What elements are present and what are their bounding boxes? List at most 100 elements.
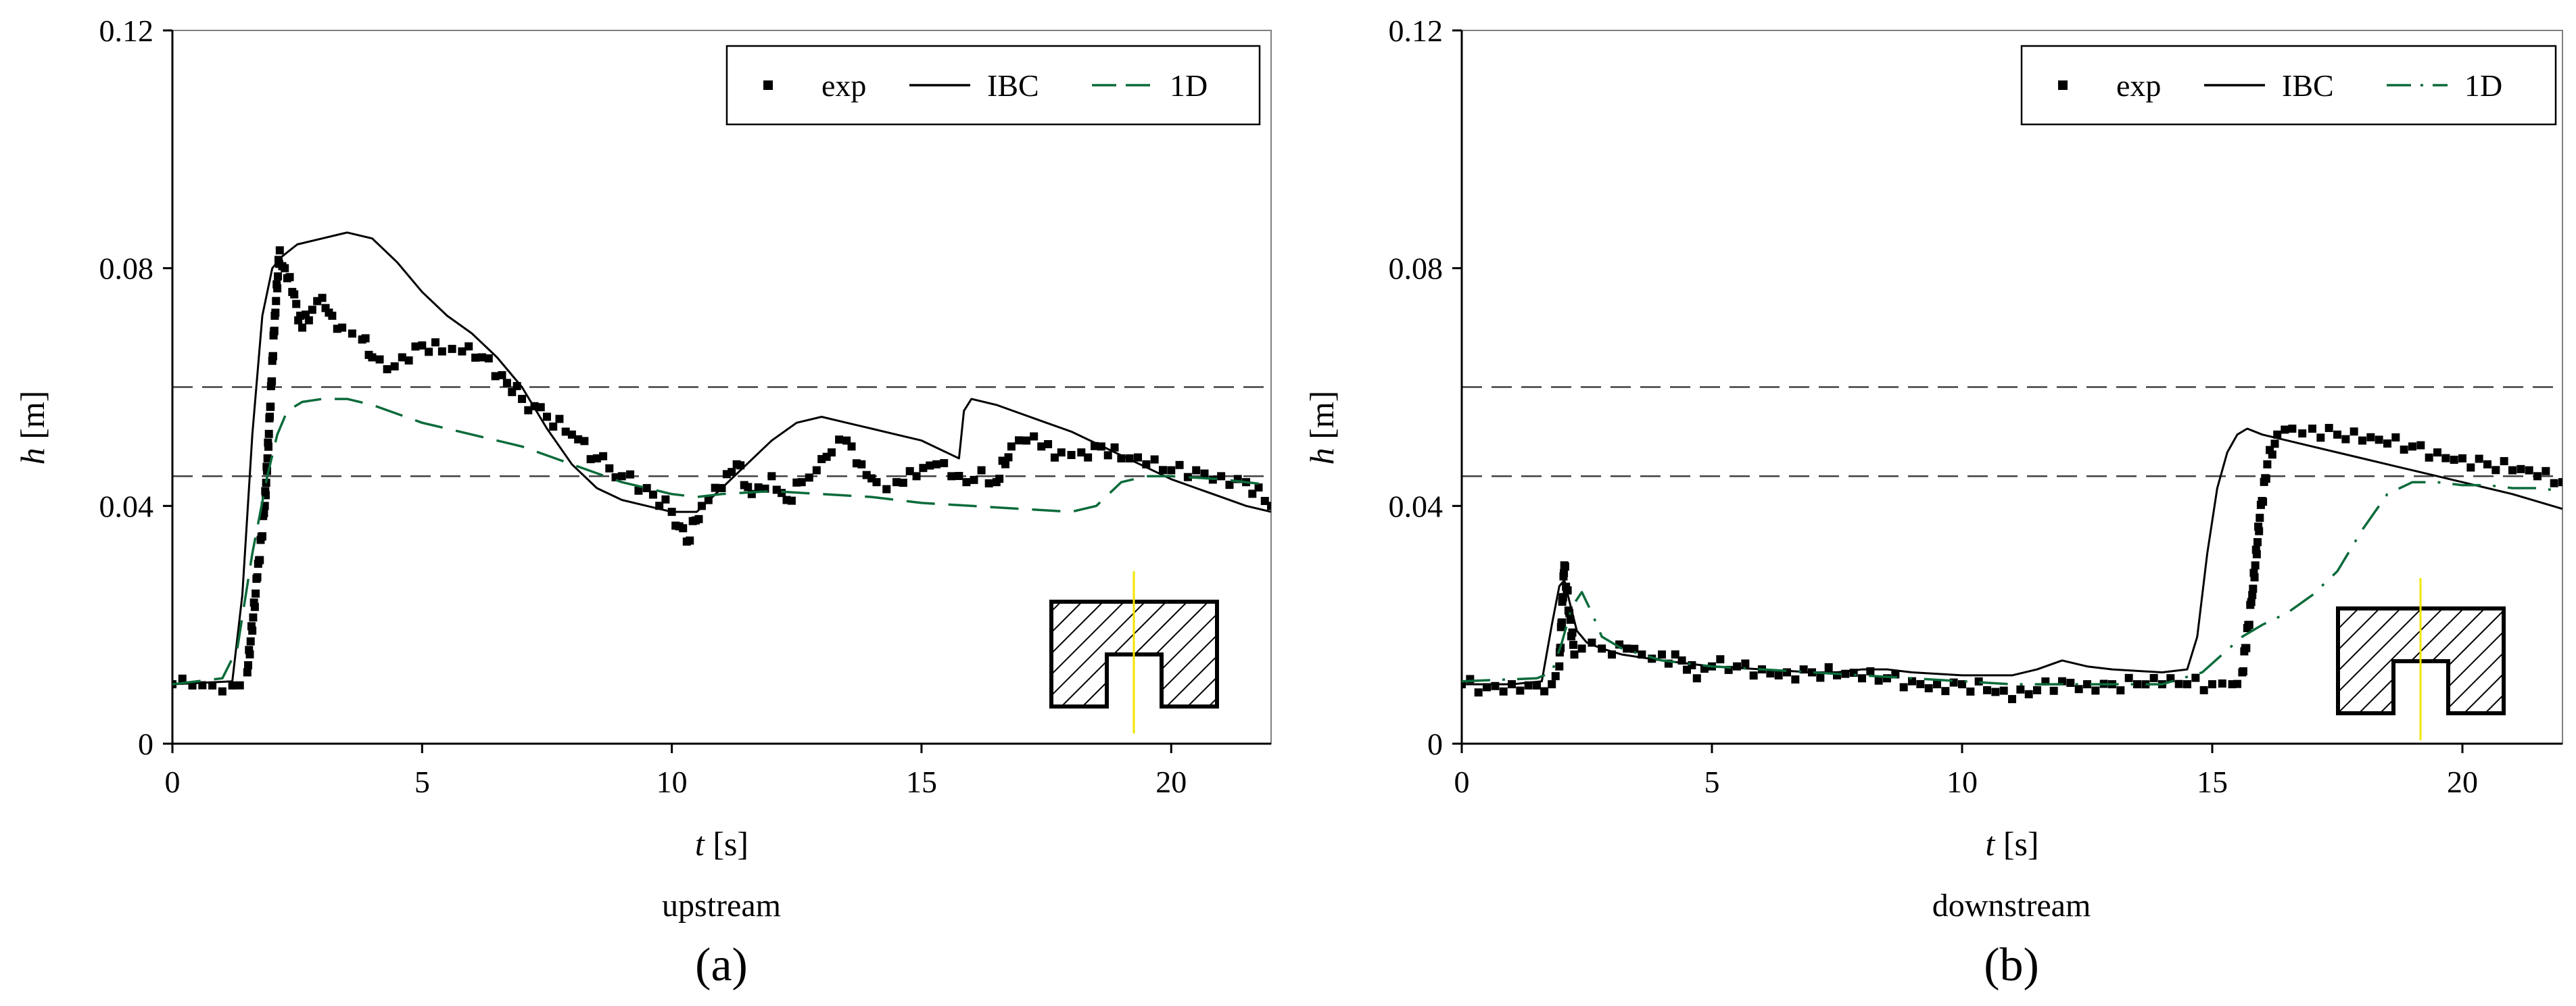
exp-point: [418, 341, 427, 350]
y-axis-label: h [m]: [14, 391, 51, 465]
exp-point: [542, 412, 551, 421]
exp-point: [1183, 473, 1192, 481]
exp-point: [2141, 680, 2150, 689]
exp-point: [1533, 681, 1541, 690]
exp-point: [549, 422, 558, 431]
exp-point: [1999, 686, 2008, 695]
exp-point: [1791, 675, 1800, 684]
exp-point: [218, 687, 226, 696]
exp-point: [252, 589, 260, 598]
exp-point: [2249, 584, 2258, 593]
exp-point: [1540, 687, 1549, 696]
y-axis-label: h [m]: [1303, 391, 1341, 465]
exp-point: [1499, 687, 1508, 696]
legend-label-ibc: IBC: [2282, 68, 2334, 103]
exp-point: [892, 478, 901, 487]
exp-point: [561, 427, 570, 436]
exp-point: [228, 681, 237, 690]
exp-point: [272, 297, 281, 306]
exp-point: [2083, 680, 2091, 689]
exp-point: [256, 556, 264, 565]
exp-point: [2508, 466, 2517, 475]
exp-point: [2208, 680, 2216, 689]
exp-point: [2558, 478, 2562, 487]
exp-point: [1558, 618, 1566, 627]
exp-point: [248, 626, 257, 635]
exp-point: [1217, 472, 1226, 481]
exp-point: [274, 272, 283, 281]
exp-point: [2542, 466, 2550, 475]
exp-point: [947, 472, 956, 481]
exp-point: [1050, 453, 1059, 462]
exp-point: [754, 483, 763, 492]
legend-label-ibc: IBC: [987, 68, 1039, 103]
exp-point: [642, 483, 651, 492]
exp-point: [1167, 466, 1176, 475]
exp-point: [235, 681, 244, 690]
series-ibc-line: [172, 231, 1271, 686]
exp-point: [1568, 628, 1577, 637]
exp-point: [1569, 640, 1578, 649]
exp-point: [1004, 453, 1013, 462]
exp-point: [2116, 686, 2125, 695]
x-axis-label: t [s]: [1985, 825, 2038, 863]
exp-point: [634, 486, 643, 495]
exp-point: [828, 448, 836, 457]
exp-point: [1548, 680, 1556, 689]
y-axis-symbol: h: [14, 448, 51, 464]
exp-point: [1001, 460, 1010, 469]
exp-point: [264, 442, 273, 451]
exp-point: [2255, 527, 2264, 535]
exp-point: [477, 353, 486, 362]
exp-point: [605, 464, 614, 473]
y-tick-label: 0.12: [1389, 14, 1444, 48]
exp-point: [1175, 460, 1184, 469]
exp-point: [661, 495, 670, 504]
exp-point: [2350, 427, 2358, 436]
exp-point: [1983, 686, 1991, 694]
exp-point: [2281, 425, 2289, 434]
exp-point: [648, 490, 657, 499]
exp-point: [2383, 439, 2391, 448]
x-tick-label: 0: [1454, 765, 1470, 799]
exp-point: [2466, 463, 2475, 472]
exp-point: [626, 470, 635, 479]
exp-point: [2252, 550, 2261, 558]
x-tick-label: 20: [1155, 765, 1187, 799]
y-axis-symbol: h: [1303, 448, 1341, 464]
exp-point: [767, 472, 776, 481]
exp-point: [1991, 688, 2000, 696]
exp-point: [2191, 673, 2200, 682]
y-tick-label: 0.04: [1389, 489, 1444, 523]
x-axis-space: [1995, 825, 2003, 863]
exp-point: [518, 395, 527, 404]
exp-point: [2233, 679, 2241, 688]
exp-point: [1103, 451, 1112, 460]
exp-point: [270, 327, 279, 335]
exp-point: [2288, 425, 2297, 433]
exp-point: [711, 483, 719, 492]
exp-point: [263, 454, 272, 462]
exp-point: [2149, 673, 2158, 682]
exp-point: [524, 406, 533, 414]
inset-sketch: [2336, 578, 2506, 740]
exp-point: [2248, 591, 2257, 600]
exp-point: [246, 637, 255, 646]
x-axis-label: t [s]: [695, 825, 748, 863]
exp-point: [2218, 679, 2226, 688]
exp-point: [679, 524, 688, 533]
exp-point: [611, 473, 620, 482]
exp-point: [1630, 644, 1639, 653]
exp-point: [617, 472, 626, 481]
exp-point: [2074, 685, 2083, 694]
y-axis-unit: [m]: [1303, 391, 1341, 439]
exp-point: [2366, 433, 2375, 441]
inset-sketch: [1049, 571, 1219, 734]
series-exp: [1462, 424, 2562, 704]
exp-point: [2008, 695, 2016, 704]
exp-point: [694, 514, 703, 523]
exp-point: [1933, 680, 1941, 689]
exp-point: [244, 661, 253, 669]
exp-point: [266, 402, 275, 411]
exp-point: [1248, 489, 1257, 498]
